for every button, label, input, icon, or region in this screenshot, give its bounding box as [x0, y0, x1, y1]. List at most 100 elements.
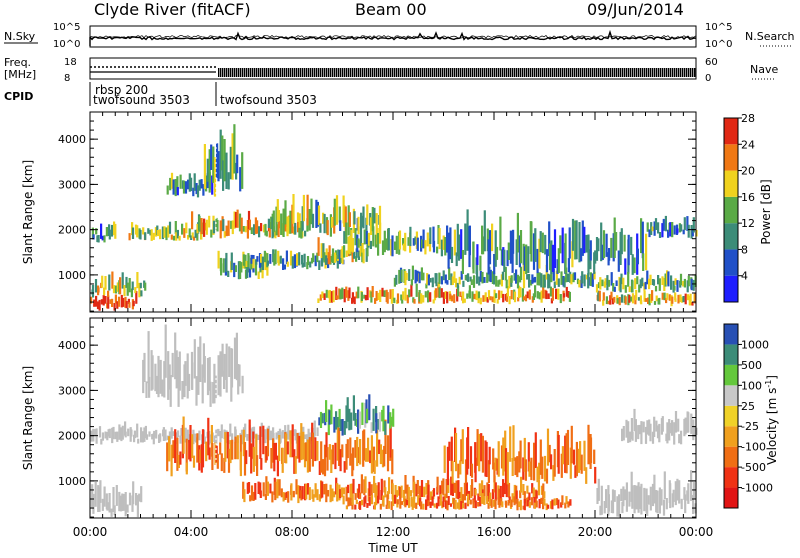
nave-bar: [262, 68, 264, 77]
heatmap-cell: [405, 500, 408, 506]
heatmap-cell: [653, 474, 656, 504]
heatmap-cell: [224, 432, 227, 462]
heatmap-cell: [328, 410, 331, 425]
heatmap-cell: [497, 497, 500, 505]
nave-bar: [384, 68, 386, 77]
heatmap-cell: [453, 271, 456, 283]
heatmap-cell: [201, 364, 204, 404]
heatmap-cell: [217, 250, 220, 269]
heatmap-cell: [183, 228, 186, 238]
heatmap-cell: [648, 229, 651, 238]
heatmap-cell: [94, 279, 98, 293]
heatmap-cell: [645, 488, 648, 514]
heatmap-cell: [426, 232, 429, 247]
heatmap-cell: [284, 200, 287, 225]
heatmap-cell: [225, 252, 228, 272]
heatmap-cell: [528, 289, 531, 300]
heatmap-cell: [420, 480, 424, 497]
heatmap-cell: [360, 499, 364, 506]
heatmap-cell: [203, 144, 206, 189]
nave-bar: [610, 68, 612, 77]
heatmap-cell: [651, 226, 654, 232]
nave-bar: [594, 68, 596, 77]
heatmap-cell: [683, 217, 686, 231]
heatmap-cell: [130, 288, 133, 298]
nave-bar: [508, 68, 510, 77]
nave-bar: [292, 68, 294, 77]
heatmap-cell: [284, 492, 287, 500]
nave-bar: [616, 68, 618, 77]
heatmap-cell: [581, 271, 584, 284]
heatmap-cell: [646, 504, 649, 516]
heatmap-cell: [409, 490, 413, 497]
heatmap-cell: [116, 431, 119, 442]
heatmap-cell: [630, 418, 633, 440]
heatmap-cell: [168, 436, 171, 462]
nave-bar: [464, 68, 466, 77]
heatmap-cell: [686, 216, 689, 231]
heatmap-cell: [677, 294, 680, 304]
heatmap-cell: [369, 450, 372, 464]
nave-bar: [634, 68, 636, 77]
heatmap-cell: [613, 217, 616, 258]
heatmap-cell: [293, 449, 296, 474]
heatmap-cell: [385, 504, 388, 509]
nave-bar: [332, 68, 334, 77]
heatmap-cell: [505, 279, 508, 289]
heatmap-cell: [481, 493, 484, 504]
nave-bar: [274, 68, 276, 77]
heatmap-cell: [107, 290, 110, 298]
nave-bar: [524, 68, 526, 77]
heatmap-cell: [522, 243, 525, 265]
nave-bar: [256, 68, 258, 77]
heatmap-cell: [341, 287, 344, 299]
heatmap-cell: [272, 427, 275, 439]
heatmap-cell: [414, 269, 417, 284]
heatmap-cell: [638, 486, 641, 509]
heatmap-cell: [174, 179, 177, 197]
heatmap-cell: [449, 293, 452, 300]
colorbar-swatch: [724, 364, 738, 386]
heatmap-cell: [610, 291, 613, 300]
heatmap-cell: [261, 256, 264, 270]
nave-bar: [238, 68, 240, 77]
heatmap-cell: [331, 488, 334, 502]
heatmap-cell: [535, 490, 538, 499]
heatmap-cell: [237, 261, 240, 280]
heatmap-cell: [319, 411, 323, 428]
heatmap-cell: [394, 485, 397, 503]
heatmap-cell: [254, 217, 257, 234]
heatmap-cell: [655, 295, 658, 302]
heatmap-cell: [486, 297, 489, 303]
heatmap-cell: [219, 442, 222, 455]
heatmap-cell: [336, 483, 339, 502]
heatmap-cell: [382, 496, 385, 507]
heatmap-cell: [180, 428, 183, 436]
heatmap-cell: [103, 235, 106, 243]
heatmap-cell: [373, 207, 376, 224]
heatmap-cell: [470, 279, 473, 285]
heatmap-cell: [353, 211, 356, 225]
heatmap-cell: [192, 455, 196, 468]
heatmap-cell: [375, 496, 378, 506]
heatmap-cell: [603, 501, 606, 514]
nave-bar: [558, 68, 560, 77]
heatmap-cell: [460, 501, 463, 510]
heatmap-cell: [671, 296, 674, 304]
heatmap-cell: [460, 271, 463, 280]
heatmap-cell: [620, 294, 624, 303]
heatmap-cell: [666, 422, 669, 444]
heatmap-cell: [326, 220, 329, 236]
heatmap-cell: [683, 418, 686, 437]
heatmap-cell: [361, 215, 364, 227]
heatmap-cell: [493, 254, 496, 275]
heatmap-cell: [330, 449, 333, 473]
heatmap-cell: [509, 426, 512, 462]
heatmap-cell: [188, 439, 191, 460]
nave-bar: [566, 68, 568, 77]
heatmap-cell: [171, 352, 174, 378]
heatmap-cell: [665, 498, 668, 510]
x-tick-label: 00:00: [73, 525, 108, 539]
heatmap-cell: [653, 221, 656, 236]
heatmap-cell: [530, 457, 533, 481]
